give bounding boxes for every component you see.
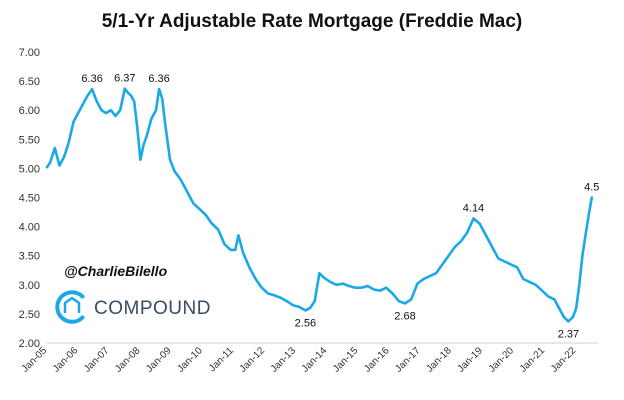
data-label: 2.68	[394, 310, 415, 322]
x-tick-label: Jan-20	[487, 345, 517, 375]
x-tick-label: Jan-17	[393, 345, 423, 375]
data-label: 2.37	[558, 328, 579, 340]
x-tick-label: Jan-15	[331, 345, 361, 375]
y-tick-label: 6.00	[19, 105, 40, 117]
y-tick-label: 4.00	[19, 222, 40, 234]
twitter-handle: @CharlieBilello	[64, 263, 168, 279]
data-label: 6.36	[148, 73, 169, 85]
x-tick-label: Jan-11	[207, 345, 236, 374]
y-tick-label: 6.50	[19, 76, 40, 88]
data-label: 2.56	[295, 317, 316, 329]
y-tick-label: 7.00	[19, 47, 40, 59]
x-tick-label: Jan-12	[238, 345, 268, 375]
y-tick-label: 5.00	[19, 163, 40, 175]
x-tick-label: Jan-10	[175, 345, 205, 375]
data-label: 4.14	[463, 202, 484, 214]
y-tick-label: 2.00	[19, 338, 40, 350]
x-tick-label: Jan-19	[456, 345, 486, 375]
x-tick-label: Jan-13	[269, 345, 299, 375]
chart-title: 5/1-Yr Adjustable Rate Mortgage (Freddie…	[102, 11, 523, 32]
y-tick-label: 3.00	[19, 280, 40, 292]
y-tick-label: 5.50	[19, 134, 40, 146]
x-tick-label: Jan-08	[113, 345, 143, 375]
x-tick-label: Jan-18	[424, 345, 454, 375]
y-tick-label: 3.50	[19, 251, 40, 263]
data-label: 6.37	[114, 73, 135, 85]
x-tick-label: Jan-14	[300, 345, 330, 375]
x-tick-label: Jan-06	[51, 345, 81, 375]
x-tick-label: Jan-09	[144, 345, 174, 375]
y-tick-label: 4.50	[19, 193, 40, 205]
x-tick-label: Jan-16	[362, 345, 392, 375]
x-axis: Jan-05 Jan-06 Jan-07 Jan-08 Jan-09 Jan-10 Jan-…	[20, 345, 579, 375]
x-tick-label: Jan-21	[518, 345, 548, 375]
compound-logo-icon	[55, 290, 85, 324]
brand-name: COMPOUND	[94, 298, 211, 319]
y-axis: 2.00 2.50 3.00 3.50 4.00 4.50 5.00 5.50 6.00 6.50…	[19, 47, 40, 350]
data-label: 4.5	[584, 182, 599, 194]
y-tick-label: 2.50	[19, 309, 40, 321]
x-tick-label: Jan-22	[549, 345, 579, 375]
data-labels: 6.36 6.37 6.36 2.56 2.68 4.14 2.37 4.5	[81, 73, 599, 341]
series-line	[45, 87, 594, 323]
data-label: 6.36	[81, 73, 102, 85]
x-tick-label: Jan-07	[82, 345, 112, 375]
